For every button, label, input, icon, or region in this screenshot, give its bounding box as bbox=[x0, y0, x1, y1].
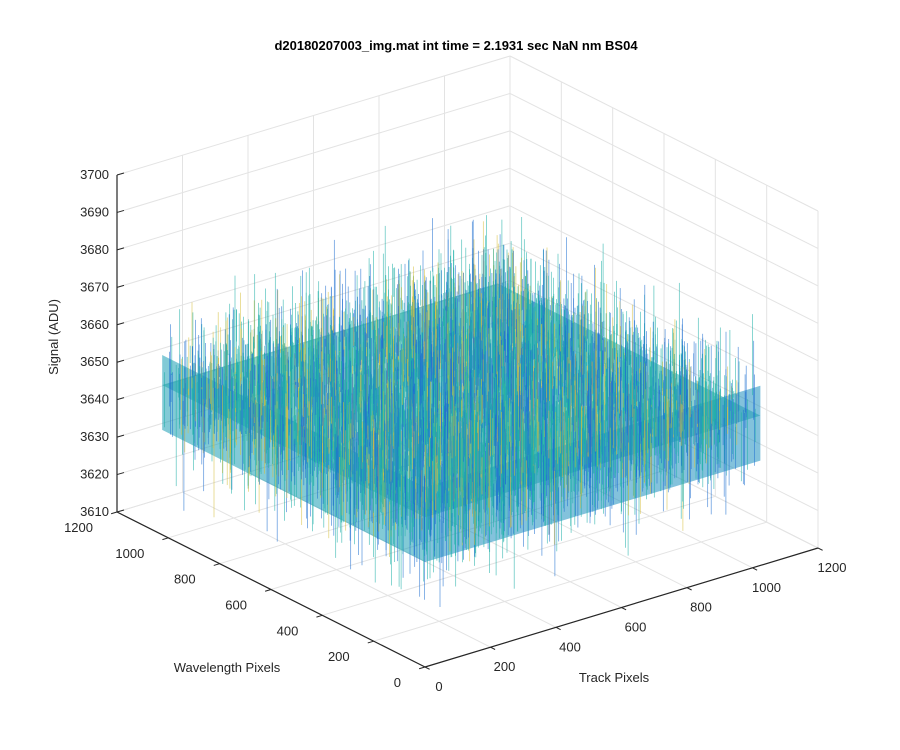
floor-grid-line bbox=[322, 495, 716, 616]
x-tick bbox=[686, 587, 692, 591]
z-tick-label: 3680 bbox=[80, 242, 109, 257]
z-tick-label: 3630 bbox=[80, 429, 109, 444]
back-wall-grid-line bbox=[116, 167, 511, 288]
back-wall-grid-line bbox=[116, 205, 511, 326]
chart-title: d20180207003_img.mat int time = 2.1931 s… bbox=[274, 38, 638, 53]
z-tick-label: 3690 bbox=[80, 204, 109, 219]
surface-plot bbox=[162, 215, 761, 607]
z-tick bbox=[116, 509, 125, 513]
z-tick-label: 3670 bbox=[80, 279, 109, 294]
x-axis-label: Track Pixels bbox=[579, 670, 650, 685]
z-tick bbox=[116, 247, 125, 251]
z-tick bbox=[116, 172, 125, 176]
right-wall-grid-line bbox=[509, 242, 819, 399]
y-tick bbox=[264, 589, 272, 592]
x-tick bbox=[621, 607, 627, 611]
z-tick-label: 3660 bbox=[80, 317, 109, 332]
y-tick-label: 800 bbox=[174, 572, 196, 587]
y-tick-label: 1000 bbox=[115, 546, 144, 561]
back-wall-grid-line bbox=[116, 242, 511, 363]
x-tick-label: 200 bbox=[494, 659, 516, 674]
x-tick-label: 400 bbox=[559, 639, 581, 654]
x-tick-label: 1000 bbox=[752, 580, 781, 595]
x-tick bbox=[424, 666, 430, 670]
back-wall-grid-line bbox=[116, 92, 511, 213]
z-tick-label: 3700 bbox=[80, 167, 109, 182]
y-tick bbox=[162, 537, 169, 541]
y-tick bbox=[316, 614, 323, 618]
surface-noise bbox=[162, 215, 761, 607]
z-tick bbox=[116, 209, 125, 213]
right-wall-grid-line bbox=[509, 92, 819, 249]
floor-grid-line bbox=[373, 521, 767, 642]
y-tick-label: 600 bbox=[225, 598, 247, 613]
y-tick bbox=[110, 511, 118, 515]
z-tick-label: 3650 bbox=[80, 354, 109, 369]
z-tick bbox=[116, 397, 125, 401]
z-tick bbox=[116, 434, 125, 438]
x-tick bbox=[817, 547, 823, 551]
y-tick-label: 400 bbox=[277, 623, 299, 638]
y-tick bbox=[367, 640, 374, 644]
right-wall-grid-line bbox=[509, 205, 819, 362]
x-tick bbox=[490, 646, 496, 650]
right-wall-grid-line bbox=[509, 130, 819, 287]
back-wall-grid-line bbox=[116, 55, 511, 176]
axes: 0 200 400 600 800 1000 1200 0 200 400 600 800 1000 12… bbox=[64, 167, 846, 694]
right-wall-grid-line bbox=[509, 167, 819, 324]
z-tick bbox=[116, 284, 125, 288]
z-tick bbox=[116, 322, 125, 326]
z-tick-label: 3610 bbox=[80, 504, 109, 519]
x-tick-label: 0 bbox=[435, 679, 442, 694]
z-tick bbox=[116, 359, 125, 363]
z-tick-label: 3640 bbox=[80, 392, 109, 407]
x-tick bbox=[555, 626, 561, 631]
x-tick-label: 1200 bbox=[818, 560, 847, 575]
right-wall-grid-line bbox=[509, 55, 819, 212]
surface-side-face bbox=[162, 355, 425, 563]
y-tick-label: 200 bbox=[328, 649, 350, 664]
y-tick-label: 1200 bbox=[64, 520, 93, 535]
y-tick bbox=[213, 563, 220, 566]
x-tick-label: 600 bbox=[625, 620, 647, 635]
back-wall-grid-line bbox=[116, 130, 511, 251]
y-axis-label: Wavelength Pixels bbox=[174, 660, 281, 675]
z-tick-label: 3620 bbox=[80, 467, 109, 482]
y-tick-label: 0 bbox=[394, 675, 401, 690]
x-tick bbox=[752, 567, 758, 571]
z-axis-label: Signal (ADU) bbox=[46, 299, 61, 375]
x-tick-label: 800 bbox=[690, 600, 712, 615]
y-tick bbox=[418, 666, 426, 670]
z-tick bbox=[116, 472, 125, 476]
